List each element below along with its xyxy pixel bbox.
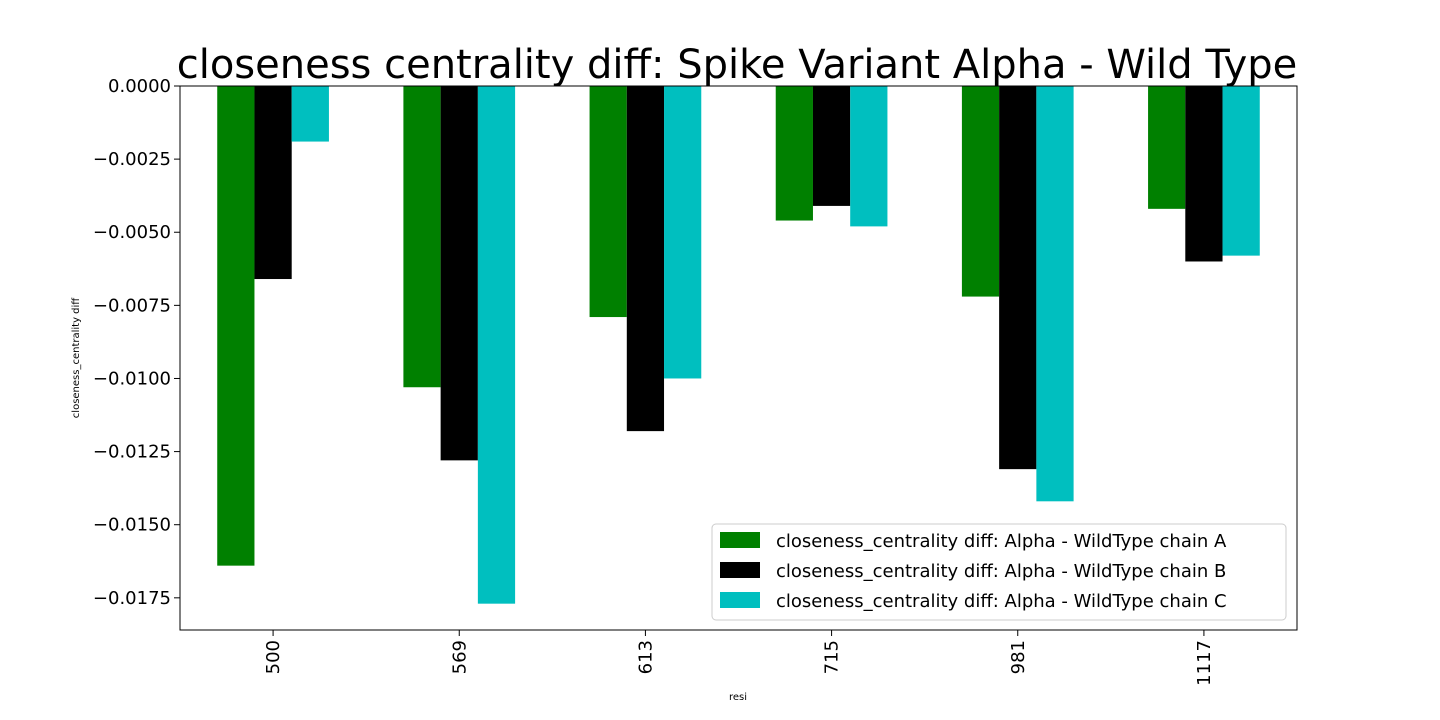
bar-981-series-2 [1036, 86, 1074, 502]
bar-1117-series-0 [1148, 86, 1186, 209]
x-tick-label: 500 [263, 640, 284, 674]
x-tick-label: 715 [822, 640, 843, 674]
bars-group [217, 86, 1260, 604]
plot-area-frame [179, 85, 1298, 631]
chart-title: closeness centrality diff: Spike Variant… [177, 42, 1298, 88]
x-axis-label: resi [729, 692, 747, 703]
x-tick-label: 613 [635, 640, 656, 674]
bar-613-series-1 [626, 86, 665, 432]
bar-1117-series-1 [1185, 86, 1223, 262]
y-tick-label: 0.0000 [108, 76, 171, 97]
y-tick-label: −0.0150 [93, 515, 171, 536]
bar-569-series-0 [403, 86, 441, 388]
legend-box [711, 523, 1287, 621]
bar-613-series-2 [664, 86, 702, 379]
bar-981-series-0 [961, 86, 1000, 297]
bar-500-series-0 [217, 86, 255, 566]
bar-981-series-1 [999, 86, 1037, 470]
y-tick-label: −0.0175 [93, 588, 171, 609]
y-tick-label: −0.0075 [93, 295, 171, 316]
bar-500-series-2 [291, 86, 329, 142]
y-tick-label: −0.0025 [93, 149, 171, 170]
legend-entry-1: closeness_centrality diff: Alpha - WildT… [776, 561, 1226, 582]
legend-swatch-0 [720, 532, 760, 548]
legend-swatch-1 [720, 562, 760, 578]
bar-715-series-1 [812, 86, 851, 206]
bar-569-series-2 [477, 86, 516, 604]
legend-entry-0: closeness_centrality diff: Alpha - WildT… [776, 531, 1227, 552]
bar-500-series-1 [254, 86, 292, 280]
x-tick-label: 1117 [1194, 640, 1215, 686]
y-tick-label: −0.0050 [93, 222, 171, 243]
bar-715-series-2 [850, 86, 888, 227]
x-axis: 500 569 613 715 981 1117 [263, 630, 1215, 686]
y-tick-label: −0.0125 [93, 442, 171, 463]
y-tick-label: −0.0100 [93, 368, 171, 389]
bar-569-series-1 [440, 86, 478, 461]
bar-715-series-0 [775, 86, 813, 221]
legend-swatch-2 [720, 592, 760, 608]
legend: closeness_centrality diff: Alpha - WildT… [711, 523, 1287, 621]
x-tick-label: 569 [449, 640, 470, 674]
y-axis: 0.0000 −0.0025 −0.0050 −0.0075 −0.0100 −0.012… [93, 76, 180, 609]
y-axis-label: closeness_centrality diff [71, 297, 82, 419]
bar-613-series-0 [589, 86, 627, 318]
bar-1117-series-2 [1222, 86, 1260, 256]
x-tick-label: 981 [1008, 640, 1029, 674]
legend-entry-2: closeness_centrality diff: Alpha - WildT… [776, 591, 1227, 612]
